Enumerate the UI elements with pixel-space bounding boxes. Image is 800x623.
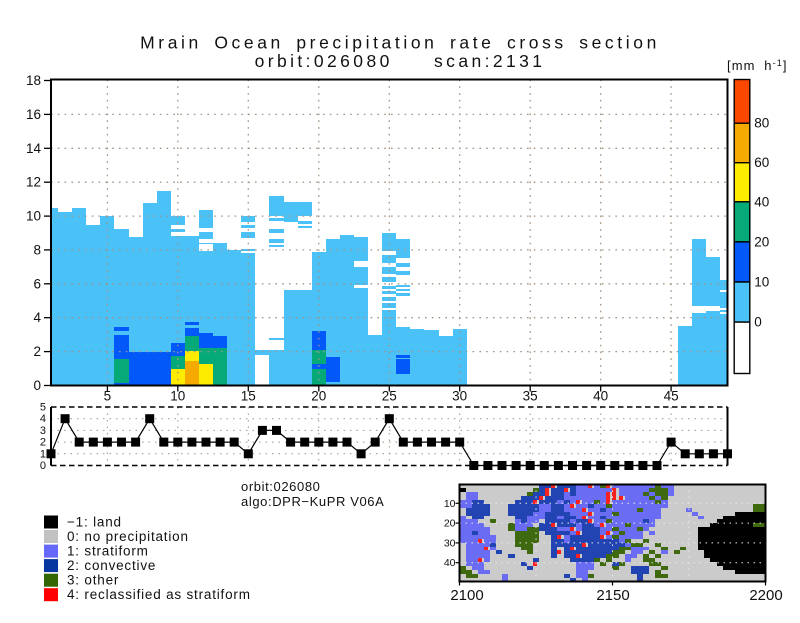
svg-text:40: 40 xyxy=(444,557,456,569)
svg-text:3: 3 xyxy=(40,425,46,437)
svg-text:10: 10 xyxy=(170,389,185,404)
svg-text:−1: land: −1: land xyxy=(67,515,122,530)
svg-text:4: reclassified as stratiform: 4: reclassified as stratiform xyxy=(67,587,251,602)
svg-text:orbit:026080: orbit:026080 xyxy=(241,479,320,494)
svg-text:2200: 2200 xyxy=(749,587,782,604)
svg-text:1: stratiform: 1: stratiform xyxy=(67,544,149,559)
svg-text:1: 1 xyxy=(40,448,46,460)
svg-text:0: 0 xyxy=(754,315,762,330)
svg-text:5: 5 xyxy=(40,402,46,414)
svg-text:40: 40 xyxy=(754,194,769,209)
svg-text:14: 14 xyxy=(26,141,42,156)
svg-text:30: 30 xyxy=(452,389,467,404)
svg-text:4: 4 xyxy=(33,310,41,325)
svg-text:0: 0 xyxy=(40,460,46,472)
svg-text:0: no precipitation: 0: no precipitation xyxy=(67,529,189,544)
svg-text:algo:DPR−KuPR V06A: algo:DPR−KuPR V06A xyxy=(241,494,384,509)
svg-text:2150: 2150 xyxy=(596,587,629,604)
svg-text:[mm h-1]: [mm h-1] xyxy=(727,58,788,73)
svg-text:40: 40 xyxy=(593,389,608,404)
svg-text:0: 0 xyxy=(33,378,41,393)
svg-text:10: 10 xyxy=(26,209,41,224)
svg-text:20: 20 xyxy=(311,389,326,404)
svg-text:10: 10 xyxy=(444,498,456,510)
svg-text:2100: 2100 xyxy=(450,587,483,604)
svg-text:12: 12 xyxy=(26,175,41,190)
svg-text:18: 18 xyxy=(26,73,41,88)
svg-text:5: 5 xyxy=(104,389,112,404)
svg-text:3: other: 3: other xyxy=(67,573,119,588)
svg-text:4: 4 xyxy=(40,413,46,425)
svg-text:35: 35 xyxy=(523,389,538,404)
svg-text:Mrain Ocean precipitation rate: Mrain Ocean precipitation rate cross sec… xyxy=(140,33,660,53)
svg-text:45: 45 xyxy=(664,389,679,404)
svg-text:16: 16 xyxy=(26,107,41,122)
svg-text:8: 8 xyxy=(33,242,41,257)
svg-text:20: 20 xyxy=(444,518,456,530)
svg-text:80: 80 xyxy=(754,116,769,131)
svg-text:30: 30 xyxy=(444,537,456,549)
svg-text:60: 60 xyxy=(754,155,769,170)
svg-text:2: 2 xyxy=(33,344,41,359)
svg-text:20: 20 xyxy=(754,234,769,249)
svg-text:25: 25 xyxy=(382,389,397,404)
svg-text:10: 10 xyxy=(754,275,769,290)
svg-text:orbit:026080 scan:2131: orbit:026080 scan:2131 xyxy=(255,51,546,71)
svg-text:2: convective: 2: convective xyxy=(67,558,156,573)
svg-text:2: 2 xyxy=(40,437,46,449)
svg-text:15: 15 xyxy=(241,389,256,404)
svg-text:6: 6 xyxy=(33,276,41,291)
